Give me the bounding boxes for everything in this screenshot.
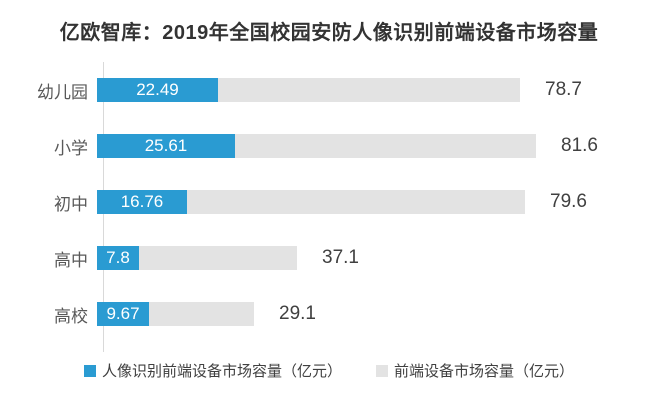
bar-value-label-inside: 25.61 — [144, 136, 188, 155]
legend-label: 人像识别前端设备市场容量（亿元） — [101, 363, 342, 380]
bar-value-label-outside: 79.6 — [550, 191, 587, 212]
face-recognition-bar: 9.67 — [97, 302, 149, 326]
bar-value-label-outside: 29.1 — [279, 303, 316, 324]
chart-row: 初中 16.76 79.6 — [0, 174, 658, 230]
bar-value-label-outside: 78.7 — [545, 79, 582, 100]
bar-track: 9.67 29.1 — [96, 302, 658, 326]
bar-value-label-inside: 9.67 — [106, 304, 140, 323]
legend-swatch-icon — [376, 364, 388, 377]
face-recognition-bar: 7.8 — [97, 246, 139, 270]
bar-value-label-inside: 7.8 — [106, 248, 130, 267]
chart-row: 高中 7.8 37.1 — [0, 230, 658, 286]
bar-chart: 幼儿园 22.49 78.7 小学 25.61 81.6 初中 16.76 79.6 高中 7.8 3… — [0, 62, 658, 352]
face-recognition-bar: 25.61 — [97, 134, 235, 158]
bar-track: 16.76 79.6 — [96, 190, 658, 214]
face-recognition-bar: 22.49 — [97, 78, 218, 102]
chart-row: 小学 25.61 81.6 — [0, 118, 658, 174]
chart-rows: 幼儿园 22.49 78.7 小学 25.61 81.6 初中 16.76 79.6 高中 7.8 3… — [0, 62, 658, 342]
bar-value-label-outside: 81.6 — [561, 135, 598, 156]
category-label: 高中 — [54, 250, 88, 270]
bar-track: 7.8 37.1 — [96, 246, 658, 270]
bar-track: 22.49 78.7 — [96, 78, 658, 102]
legend-item: 人像识别前端设备市场容量（亿元） — [83, 360, 342, 381]
bar-track: 25.61 81.6 — [96, 134, 658, 158]
category-label: 幼儿园 — [37, 82, 88, 102]
legend-swatch-icon — [83, 364, 96, 377]
category-label: 小学 — [54, 138, 88, 158]
bar-value-label-inside: 22.49 — [136, 80, 179, 99]
legend-label: 前端设备市场容量（亿元） — [394, 363, 575, 380]
chart-legend: 人像识别前端设备市场容量（亿元） 前端设备市场容量（亿元） — [0, 360, 658, 381]
category-label: 初中 — [54, 194, 88, 214]
category-label: 高校 — [54, 306, 88, 326]
legend-item: 前端设备市场容量（亿元） — [376, 360, 574, 381]
chart-row: 幼儿园 22.49 78.7 — [0, 62, 658, 118]
face-recognition-bar: 16.76 — [97, 190, 187, 214]
bar-value-label-inside: 16.76 — [120, 192, 164, 211]
chart-row: 高校 9.67 29.1 — [0, 286, 658, 342]
chart-title: 亿欧智库：2019年全国校园安防人像识别前端设备市场容量 — [59, 22, 599, 44]
bar-value-label-outside: 37.1 — [322, 247, 359, 268]
